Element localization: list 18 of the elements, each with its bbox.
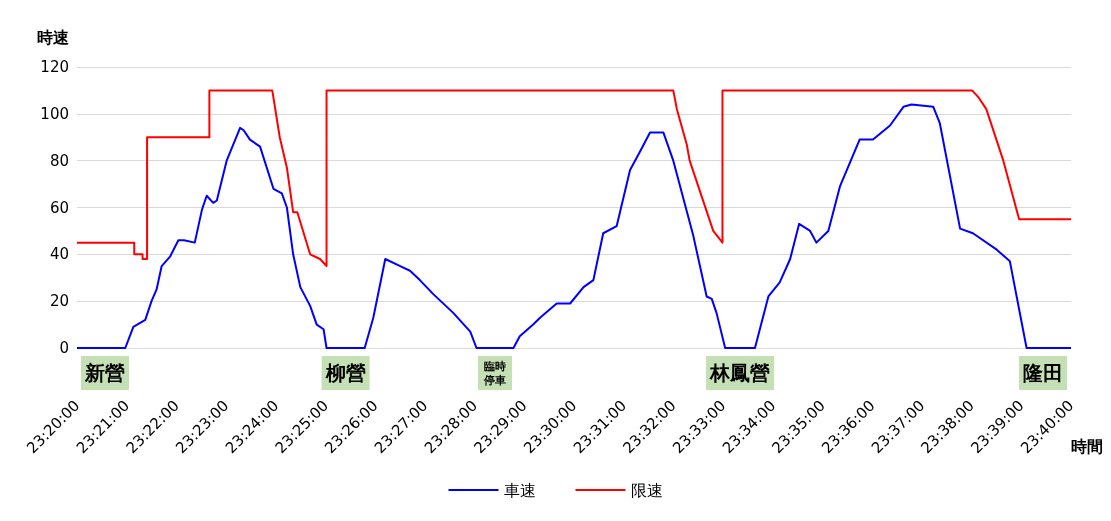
line-series xyxy=(76,89,1072,268)
text: 林鳳營 xyxy=(709,361,771,385)
legend-label: 車速 xyxy=(503,480,536,500)
y-axis-title: 時速 xyxy=(37,27,70,47)
legend-label: 限速 xyxy=(630,480,663,500)
text: 新營 xyxy=(84,361,125,385)
y-tick-label: 60 xyxy=(49,198,69,217)
text: 臨時停車 xyxy=(482,359,506,387)
y-tick-label: 20 xyxy=(49,292,69,311)
text: 柳營 xyxy=(324,361,366,385)
y-tick-label: 40 xyxy=(49,245,69,264)
y-tick-label: 100 xyxy=(40,104,69,123)
text: 隆田 xyxy=(1023,361,1063,385)
x-axis-title: 時間 xyxy=(1071,436,1103,456)
line-series xyxy=(76,103,1072,349)
y-tick-label: 120 xyxy=(40,58,69,76)
y-tick-label: 80 xyxy=(49,151,69,170)
y-tick-label: 0 xyxy=(59,339,69,357)
